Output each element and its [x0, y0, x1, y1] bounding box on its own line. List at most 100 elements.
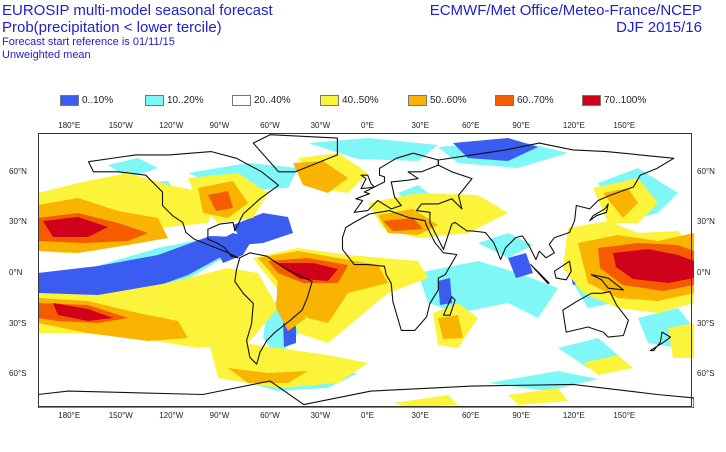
legend-swatch: [408, 94, 427, 106]
legend-swatch: [320, 94, 339, 106]
legend-label: 50..60%: [430, 94, 467, 106]
lon-label: 150°E: [613, 121, 636, 130]
lon-label: 150°E: [613, 411, 636, 420]
legend-label: 10..20%: [167, 94, 204, 106]
lon-label: 0°E: [361, 411, 375, 420]
shade-70-100: [53, 303, 113, 321]
lon-label: 30°E: [411, 121, 429, 130]
legend-label: 0..10%: [82, 94, 114, 106]
shade-60-70: [208, 191, 233, 211]
coast-australia: [562, 291, 629, 338]
legend-item: 0..10%: [60, 92, 113, 108]
title-block: EUROSIP multi-model seasonal forecast Pr…: [2, 2, 273, 62]
legend-swatch: [145, 94, 164, 106]
shade-70-100: [276, 263, 338, 281]
coast-africa: [341, 210, 458, 331]
legend: 0..10% 10..20% 20..40% 40..50% 50..60% 60..70…: [60, 92, 660, 108]
legend-label: 40..50%: [342, 94, 379, 106]
lat-label: 30°S: [697, 318, 715, 328]
shade-40-50: [393, 395, 458, 407]
lat-label: 30°N: [697, 217, 715, 227]
forecast-reference: Forecast start reference is 01/11/15: [2, 36, 175, 48]
lat-label: 60°S: [9, 369, 27, 379]
shade-0-10: [233, 213, 293, 245]
legend-swatch: [495, 94, 514, 106]
legend-item: 10..20%: [145, 92, 204, 108]
coastlines: [38, 134, 694, 408]
coast-antarctica: [38, 380, 694, 408]
lon-label: 150°W: [108, 411, 133, 420]
map-subtitle: Prob(precipitation < lower tercile): [2, 19, 222, 36]
shade-50-60: [293, 161, 348, 193]
shade-0-10: [453, 138, 538, 161]
lon-label: 60°E: [461, 411, 480, 420]
shade-50-60: [438, 315, 463, 339]
lon-label: 90°E: [512, 121, 530, 130]
map-title: EUROSIP multi-model seasonal forecast: [2, 2, 273, 19]
lon-label: 60°W: [260, 411, 280, 420]
lat-label: 0°N: [697, 268, 711, 278]
mean-type: Unweighted mean: [2, 49, 91, 61]
legend-swatch: [232, 94, 251, 106]
lat-label: 0°N: [9, 268, 23, 278]
coast-new-guinea: [590, 274, 624, 291]
legend-item: 70..100%: [582, 92, 646, 108]
season-label: DJF 2015/16: [616, 19, 702, 36]
shade-40-50: [668, 323, 694, 358]
legend-label: 70..100%: [604, 94, 647, 106]
shade-40-50: [508, 388, 568, 405]
lat-label: 30°N: [9, 217, 27, 227]
coast-new-zealand: [649, 331, 672, 352]
lon-label: 120°E: [562, 121, 585, 130]
shade-60-70: [383, 218, 423, 231]
probability-shading: [38, 138, 694, 407]
shade-70-100: [613, 249, 694, 283]
legend-item: 20..40%: [232, 92, 291, 108]
shade-0-10: [508, 253, 533, 278]
shade-70-100: [43, 217, 108, 237]
legend-swatch: [582, 94, 601, 106]
lon-label: 180°E: [58, 411, 81, 420]
coast-sumatra: [530, 264, 550, 284]
coast-north-america: [87, 151, 280, 259]
lon-label: 90°E: [512, 411, 530, 420]
coast-asia: [415, 142, 675, 261]
shade-10-20: [488, 371, 598, 391]
legend-swatch: [60, 94, 79, 106]
lat-label: 60°N: [697, 166, 715, 176]
lon-label: 90°W: [209, 121, 230, 130]
centres-label: ECMWF/Met Office/Meteo-France/NCEP: [429, 2, 702, 19]
shade-10-20: [478, 233, 533, 258]
lon-label: 120°E: [562, 411, 585, 420]
coast-borneo: [553, 260, 572, 281]
lat-label: 30°S: [9, 318, 27, 328]
shade-0-10: [38, 236, 238, 298]
coast-britain: [360, 174, 375, 190]
lon-label: 150°W: [108, 121, 133, 130]
lon-label: 30°W: [310, 121, 331, 130]
lon-label: 90°W: [209, 411, 230, 420]
probability-map: [38, 133, 694, 408]
source-block: ECMWF/Met Office/Meteo-France/NCEP DJF 2…: [430, 2, 702, 36]
map-frame: [38, 133, 692, 407]
lat-label: 60°N: [9, 166, 27, 176]
lon-label: 60°W: [260, 121, 280, 130]
shade-0-10: [438, 278, 452, 305]
coast-madagascar: [442, 296, 456, 316]
lon-label: 120°W: [159, 121, 184, 130]
lon-label: 180°E: [58, 121, 81, 130]
shade-50-60: [228, 368, 308, 383]
coast-greenland: [252, 134, 338, 173]
lon-label: 30°W: [310, 411, 331, 420]
coast-south-america: [234, 252, 313, 365]
shade-50-60: [276, 273, 306, 331]
shade-40-50: [583, 355, 633, 375]
legend-item: 60..70%: [495, 92, 554, 108]
lon-label: 120°W: [159, 411, 184, 420]
lon-label: 60°E: [461, 121, 480, 130]
lon-label: 0°E: [361, 121, 375, 130]
coast-japan: [589, 203, 609, 222]
shade-10-20: [108, 158, 158, 178]
lon-label: 30°E: [411, 411, 429, 420]
legend-item: 40..50%: [320, 92, 379, 108]
